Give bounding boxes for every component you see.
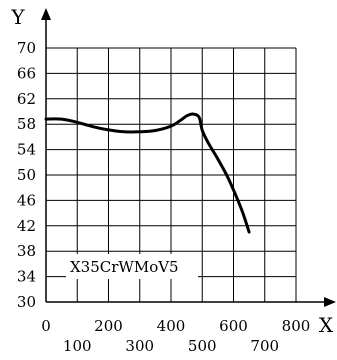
y-tick-label: 34 — [17, 268, 36, 286]
y-tick-label: 42 — [17, 217, 36, 235]
y-tick-label: 66 — [17, 64, 36, 82]
x-tick-label: 600 — [219, 317, 248, 335]
y-tick-label: 38 — [17, 242, 36, 260]
y-tick-labels: 30 34 38 42 46 50 54 58 62 66 70 — [17, 39, 36, 311]
y-axis-title: Y — [10, 5, 25, 29]
x-axis-arrowhead — [324, 297, 336, 307]
x-tick-label: 100 — [63, 337, 92, 355]
annotation-label: X35CrWMoV5 — [70, 258, 179, 276]
series-line — [44, 112, 251, 234]
y-tick-label: 50 — [17, 166, 36, 184]
x-tick-label: 400 — [157, 317, 186, 335]
x-tick-label: 200 — [94, 317, 123, 335]
x-tick-label: 700 — [250, 337, 279, 355]
y-axis-arrowhead — [41, 8, 51, 20]
series-group — [44, 112, 251, 234]
y-tick-label: 30 — [17, 293, 36, 311]
y-tick-label: 54 — [17, 141, 36, 159]
y-tick-label: 62 — [17, 90, 36, 108]
x-tick-label: 0 — [41, 317, 51, 335]
y-tick-label: 58 — [17, 115, 36, 133]
x-tick-labels: 0 200 400 600 800 100 300 500 700 — [41, 317, 310, 355]
y-tick-label: 46 — [17, 191, 36, 209]
x-axis-title: X — [319, 313, 334, 337]
x-tick-label: 500 — [188, 337, 217, 355]
x-tick-label: 300 — [125, 337, 154, 355]
annotation-box — [66, 254, 198, 279]
y-tick-label: 70 — [17, 39, 36, 57]
x-tick-label: 800 — [282, 317, 311, 335]
axes — [41, 8, 336, 307]
